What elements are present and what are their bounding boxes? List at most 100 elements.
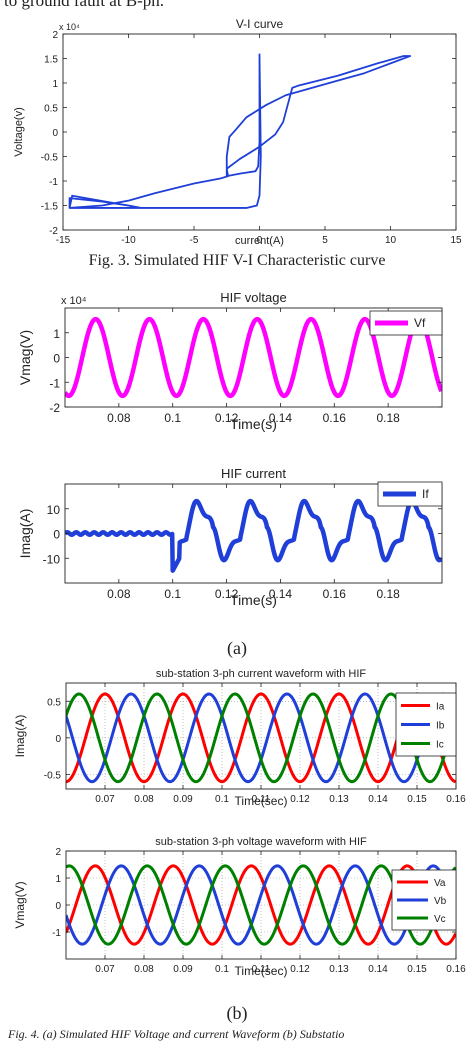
- x-tick-label: 0.14: [368, 794, 388, 805]
- x-tick-label: 0.16: [446, 964, 466, 975]
- hif-voltage-chart: HIF voltage x 10⁴ 0.08 0.1 0.12 0.14 0.16 0.18 -…: [17, 290, 443, 432]
- x-tick-label: -15: [56, 235, 71, 246]
- x-tick-label: 0.07: [95, 794, 115, 805]
- x-tick-label: 0.16: [323, 587, 347, 601]
- y-tick-label: -2: [49, 401, 60, 415]
- y-tick-label: -1: [49, 376, 60, 390]
- x-axis-label: current(A): [235, 235, 284, 247]
- y-tick-label: 0: [53, 352, 60, 366]
- x-tick-label: 0.12: [215, 587, 239, 601]
- chart-title: HIF current: [221, 466, 286, 481]
- x-tick-label: 10: [385, 235, 397, 246]
- y-tick-label: -1: [52, 928, 61, 939]
- x-tick-label: 5: [322, 235, 328, 246]
- x-tick-label: 0.15: [407, 794, 427, 805]
- x-axis-label: Time(sec): [235, 794, 288, 808]
- x-tick-label: -5: [190, 235, 199, 246]
- legend-label-vb: Vb: [434, 896, 447, 907]
- vi-curve-chart: V-I curve x 10⁴ -15 -10 -5 0 5 10 15 -2 -1.5 -1 -0.5…: [13, 17, 462, 247]
- x-tick-label: 15: [450, 235, 462, 246]
- x-axis-label: Time(s): [230, 416, 277, 432]
- chart-title: V-I curve: [236, 17, 284, 31]
- x-tick-label: 0: [257, 235, 263, 246]
- x-tick-label: 0.11: [252, 964, 271, 975]
- y-tick-label: -1.5: [41, 202, 59, 213]
- x-tick-label: 0.11: [252, 794, 271, 805]
- y-axis-label: Voltage(v): [13, 107, 25, 157]
- panel-b-label: (b): [226, 1003, 248, 1023]
- y-tick-label: 0: [55, 901, 61, 912]
- y-tick-label: 1.5: [44, 55, 58, 66]
- x-tick-label: 0.16: [323, 411, 347, 425]
- hif-current-chart: HIF current 0.08 0.1 0.12 0.14 0.16 0.18 -10 0 10…: [17, 466, 443, 608]
- x-axis-label: Time(s): [230, 592, 277, 608]
- x-tick-label: 0.07: [95, 964, 115, 975]
- y-tick-label: -0.5: [44, 770, 62, 781]
- x-tick-label: 0.13: [329, 964, 349, 975]
- x-tick-label: -10: [121, 235, 136, 246]
- y-axis-label: Imag(A): [13, 715, 27, 758]
- plot-area: [65, 498, 442, 573]
- top-text: to ground fault at B-ph.: [4, 0, 165, 10]
- legend-label-vc: Vc: [434, 914, 446, 925]
- fig3-caption: Fig. 3. Simulated HIF V-I Characteristic…: [88, 252, 386, 269]
- x-tick-label: 0.1: [164, 411, 181, 425]
- y-tick-label: 0.5: [47, 697, 61, 708]
- series-line-trace: [68, 53, 412, 209]
- legend-label-ia: Ia: [436, 702, 445, 713]
- x-tick-label: 0.18: [376, 411, 400, 425]
- legend-label-if: If: [422, 487, 429, 501]
- y-tick-label: -1: [49, 177, 58, 188]
- y-axis-label: Vmag(V): [17, 330, 33, 385]
- legend-label-ic: Ic: [436, 740, 444, 751]
- x-tick-label: 0.08: [107, 587, 131, 601]
- series-line-vc: [66, 864, 456, 946]
- y-axis-label: Vmag(V): [13, 881, 27, 928]
- y-tick-label: 1: [53, 327, 60, 341]
- x-tick-label: 0.12: [290, 794, 310, 805]
- plot-area: [66, 864, 456, 946]
- legend-label-ib: Ib: [436, 721, 445, 732]
- y-tick-label: -2: [49, 226, 58, 237]
- x-tick-label: 0.1: [215, 964, 229, 975]
- series-line-if: [65, 498, 442, 573]
- plot-area: [66, 692, 456, 784]
- legend-label-vf: Vf: [414, 316, 426, 330]
- x-axis-label: Time(sec): [235, 964, 288, 978]
- chart-title: sub-station 3-ph voltage waveform with H…: [155, 836, 367, 848]
- x-tick-label: 0.14: [368, 964, 388, 975]
- x-tick-label: 0.09: [173, 964, 193, 975]
- x-tick-label: 0.15: [407, 964, 427, 975]
- x-tick-label: 0.18: [376, 587, 400, 601]
- x-tick-label: 0.12: [290, 964, 310, 975]
- x-tick-label: 0.14: [269, 411, 293, 425]
- y-exponent: x 10⁴: [59, 22, 80, 32]
- y-tick-label: -0.5: [41, 153, 59, 164]
- panel-a-label: (a): [227, 638, 247, 658]
- x-tick-label: 0.1: [215, 794, 229, 805]
- x-tick-label: 0.08: [134, 794, 154, 805]
- y-exponent: x 10⁴: [61, 295, 87, 307]
- substation-current-chart: sub-station 3-ph current waveform with H…: [13, 668, 466, 808]
- x-tick-label: 0.08: [134, 964, 154, 975]
- y-tick-label: 0: [52, 128, 58, 139]
- legend-label-va: Va: [434, 878, 446, 889]
- plot-area: [68, 53, 412, 209]
- x-tick-label: 0.09: [173, 794, 193, 805]
- x-tick-label: 0.14: [269, 587, 293, 601]
- series-line-va: [66, 864, 456, 946]
- series-line-ic: [66, 692, 456, 784]
- x-tick-label: 0.13: [329, 794, 349, 805]
- y-tick-label: 1: [55, 874, 61, 885]
- series-line-vb: [66, 864, 456, 946]
- chart-title: HIF voltage: [220, 290, 286, 305]
- series-line-vf: [65, 316, 442, 399]
- chart-title: sub-station 3-ph current waveform with H…: [156, 668, 367, 680]
- y-tick-label: 2: [55, 847, 61, 858]
- plot-area: [65, 316, 442, 399]
- y-tick-label: 10: [47, 503, 61, 517]
- substation-voltage-chart: sub-station 3-ph voltage waveform with H…: [13, 836, 466, 978]
- x-tick-label: 0.16: [446, 794, 466, 805]
- y-tick-label: 0.5: [44, 104, 58, 115]
- y-tick-label: -10: [43, 552, 61, 566]
